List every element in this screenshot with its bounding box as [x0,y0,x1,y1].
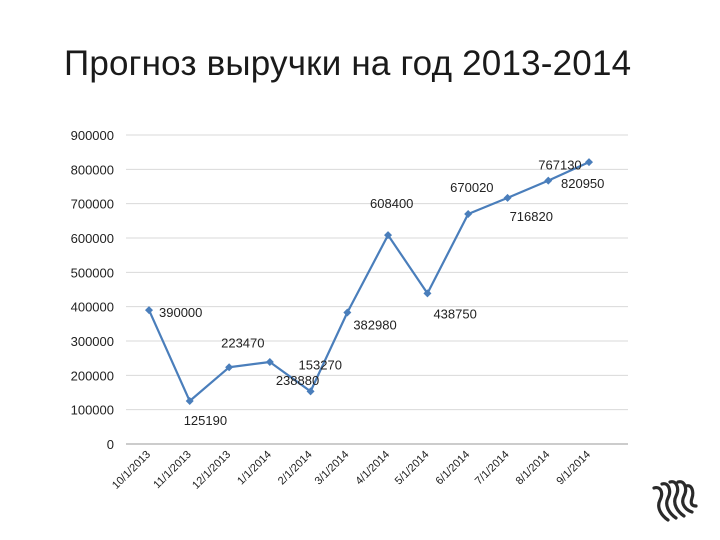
x-tick-label: 8/1/2014 [514,449,553,488]
data-point-marker [423,289,432,298]
data-point-marker [225,363,234,372]
data-point-marker [306,387,315,396]
x-tick-label: 12/1/2013 [190,449,233,492]
y-tick-label: 800000 [71,162,114,177]
data-label: 153270 [299,357,342,372]
x-tick-label: 9/1/2014 [554,449,593,488]
data-label: 820950 [561,176,604,191]
x-tick-label: 2/1/2014 [276,449,315,488]
x-tick-label: 7/1/2014 [473,449,512,488]
y-tick-label: 700000 [71,197,114,212]
y-tick-label: 200000 [71,368,114,383]
striped-logo-icon [652,480,698,522]
x-tick-label: 5/1/2014 [393,449,432,488]
series-line [147,161,590,403]
y-axis-tick-labels: 0 100000 200000 300000 400000 500000 600000 700… [71,128,114,452]
x-tick-label: 4/1/2014 [353,449,392,488]
y-tick-label: 100000 [71,403,114,418]
y-tick-label: 500000 [71,265,114,280]
data-point-marker [464,209,473,218]
data-point-marker [503,193,512,202]
data-label: 390000 [159,305,202,320]
data-label: 125190 [184,413,227,428]
data-point-marker [265,357,274,366]
data-label: 223470 [221,335,264,350]
data-point-marker [544,176,553,185]
x-tick-label: 3/1/2014 [313,449,352,488]
y-tick-label: 0 [107,437,114,452]
x-tick-label: 11/1/2013 [151,449,194,492]
gridlines [126,134,628,411]
data-point-marker [343,308,352,317]
data-label: 716820 [510,209,553,224]
x-tick-label: 6/1/2014 [434,449,473,488]
data-markers [145,158,593,406]
data-point-marker [384,231,393,240]
y-tick-label: 600000 [71,231,114,246]
data-label: 670020 [450,180,493,195]
data-label: 238880 [276,373,319,388]
data-label: 438750 [433,306,476,321]
data-point-marker [145,306,153,315]
data-point-marker [585,158,593,167]
slide-title: Прогноз выручки на год 2013-2014 [64,44,632,83]
data-label: 767130 [538,158,581,173]
x-tick-label: 10/1/2013 [110,449,153,492]
y-tick-label: 900000 [71,128,114,143]
y-tick-label: 300000 [71,334,114,349]
data-label: 382980 [353,318,396,333]
y-tick-label: 400000 [71,300,114,315]
series-revenue [147,161,590,403]
data-point-marker [185,397,194,406]
data-label: 608400 [370,196,413,211]
x-tick-label: 1/1/2014 [235,449,274,488]
